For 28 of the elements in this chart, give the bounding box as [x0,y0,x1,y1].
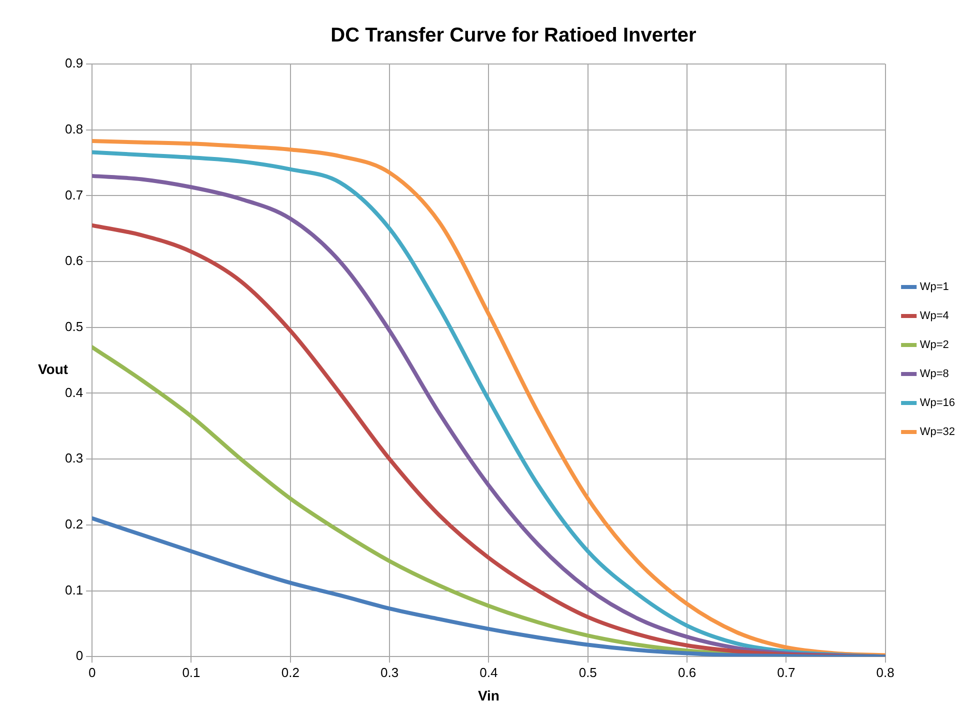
x-tick-label: 0.7 [777,664,796,680]
legend-label: Wp=4 [920,310,949,322]
x-tick-label: 0.5 [578,664,597,680]
legend-label: Wp=8 [920,368,949,380]
y-tick-label: 0.5 [64,318,84,334]
y-tick-label: 0.6 [64,253,84,268]
y-tick-label: 0.1 [64,582,84,598]
x-tick-label: 0.1 [182,664,200,680]
y-tick-label: 0.9 [64,56,84,71]
x-tick-label: 0.6 [678,664,696,680]
legend-label: Wp=16 [920,397,956,410]
legend-label: Wp=2 [920,339,949,352]
legend-label: Wp=32 [920,426,956,438]
x-axis-title: Vin [478,687,500,704]
x-tick-label: 0.8 [876,664,894,680]
chart-title: DC Transfer Curve for Ratioed Inverter [330,24,697,47]
y-tick-label: 0.7 [64,187,84,202]
x-tick-label: 0.4 [480,664,498,680]
y-axis-title: Vout [38,361,68,378]
y-tick-label: 0.8 [64,121,84,136]
x-tick-label: 0.2 [281,664,300,680]
y-tick-label: 0 [76,648,84,664]
legend-label: Wp=1 [920,281,949,294]
y-tick-label: 0.3 [64,450,84,466]
x-tick-label: 0.3 [380,664,399,680]
x-tick-label: 0 [88,664,96,680]
y-tick-label: 0.2 [64,516,84,532]
y-tick-label: 0.4 [64,384,84,400]
